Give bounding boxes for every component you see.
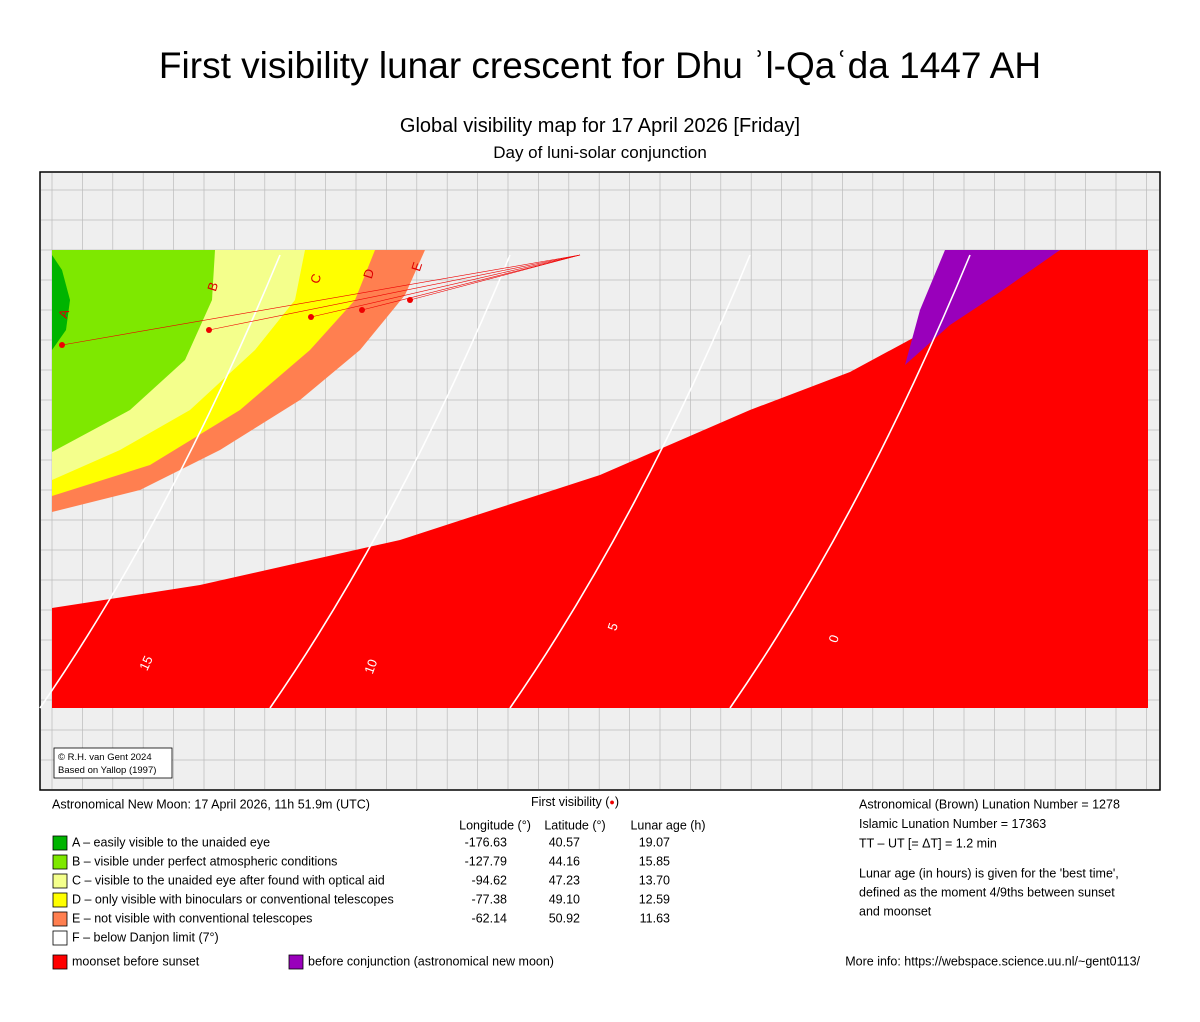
swatch: [52, 954, 68, 970]
zone-a: [52, 255, 70, 350]
info-line: Astronomical (Brown) Lunation Number = 1…: [859, 797, 1120, 811]
column-header: Lunar age (h): [630, 818, 705, 832]
more-info: More info: https://webspace.science.uu.n…: [845, 954, 1140, 968]
swatch: [52, 930, 68, 946]
column-header: Latitude (°): [544, 818, 605, 832]
contour: [729, 254, 971, 709]
contour-label: 5: [604, 621, 621, 633]
heading-part: ●: [609, 797, 614, 807]
sight-line: [361, 254, 581, 311]
swatch: [52, 892, 68, 908]
zone-moonset: [52, 250, 1148, 708]
row-label: A – easily visible to the unaided eye: [72, 835, 270, 849]
info-line: TT – UT [= ΔT] = 1.2 min: [859, 836, 997, 850]
sight-line: [310, 254, 581, 318]
extra-label: before conjunction (astronomical new moo…: [308, 954, 554, 968]
extra-label: moonset before sunset: [72, 954, 200, 968]
row-label: B – visible under perfect atmospheric co…: [72, 854, 337, 868]
first-visibility-heading: First visibility (●): [531, 795, 619, 809]
row-value: -176.63: [465, 835, 507, 849]
heading-part: First visibility (: [531, 795, 610, 809]
sight-line: [61, 254, 581, 346]
zone-b: [52, 250, 215, 452]
row-value: 47.23: [549, 873, 580, 887]
swatch: [52, 873, 68, 889]
legend: Astronomical New Moon: 17 April 2026, 11…: [52, 795, 1141, 970]
note-line: Lunar age (in hours) is given for the 'b…: [859, 866, 1119, 880]
row-label: D – only visible with binoculars or conv…: [72, 892, 394, 906]
row-value: 49.10: [549, 892, 580, 906]
credit: © R.H. van Gent 2024: [58, 752, 152, 763]
contour-label: 0: [825, 633, 842, 645]
contour: [509, 254, 751, 709]
visibility-point: [308, 314, 314, 320]
credit-box: [53, 747, 173, 779]
visibility-point: [359, 307, 365, 313]
row-value: -127.79: [465, 854, 507, 868]
swatch: [52, 835, 68, 851]
swatch: [52, 854, 68, 870]
subtitle-note: Day of luni-solar conjunction: [493, 143, 707, 162]
credit: Based on Yallop (1997): [58, 765, 156, 776]
row-label: E – not visible with conventional telesc…: [72, 911, 312, 925]
column-header: Longitude (°): [459, 818, 531, 832]
row-value: 44.16: [549, 854, 580, 868]
row-value: 50.92: [549, 911, 580, 925]
zone-label: D: [360, 267, 377, 281]
swatch: [288, 954, 304, 970]
new-moon: Astronomical New Moon: 17 April 2026, 11…: [52, 797, 370, 811]
contour-label: 15: [136, 653, 156, 672]
row-value: 12.59: [639, 892, 670, 906]
sight-line: [208, 254, 581, 331]
row-value: -77.38: [472, 892, 507, 906]
zone-label: C: [307, 272, 324, 286]
subtitle: Global visibility map for 17 April 2026 …: [400, 115, 800, 137]
info-line: Islamic Lunation Number = 17363: [859, 817, 1046, 831]
visibility-point: [206, 327, 212, 333]
row-value: -62.14: [472, 911, 507, 925]
row-value: 15.85: [639, 854, 670, 868]
row-value: 11.63: [640, 911, 670, 925]
row-label: C – visible to the unaided eye after fou…: [72, 873, 385, 887]
contour-label: 10: [361, 657, 380, 676]
contour: [39, 254, 281, 709]
visibility-point: [407, 297, 413, 303]
note-line: defined as the moment 4/9ths between sun…: [859, 885, 1115, 899]
heading-part: ): [615, 795, 619, 809]
contour: [269, 254, 511, 709]
swatch: [52, 911, 68, 927]
visibility-point: [59, 342, 65, 348]
zone-conjunction: [905, 250, 1060, 365]
row-value: 40.57: [549, 835, 580, 849]
note-line: and moonset: [859, 904, 932, 918]
row-value: 13.70: [639, 873, 670, 887]
sight-line: [409, 254, 581, 301]
row-value: -94.62: [472, 873, 507, 887]
row-value: 19.07: [639, 835, 670, 849]
title: First visibility lunar crescent for Dhu …: [159, 45, 1041, 86]
row-label: F – below Danjon limit (7°): [72, 930, 219, 944]
